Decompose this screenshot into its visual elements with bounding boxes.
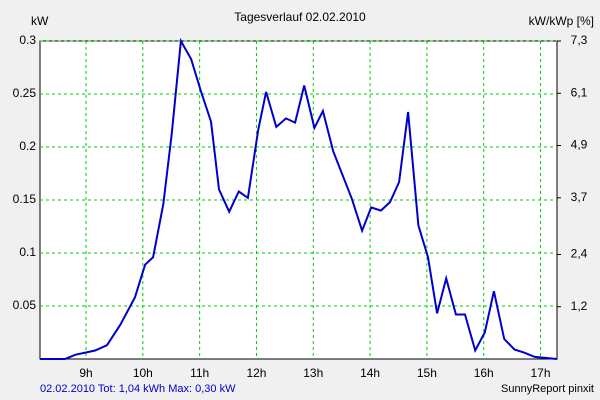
y2-tick-label: 3,7 [571, 190, 588, 204]
y-tick-label: 0.2 [19, 139, 36, 153]
y-tick-label: 0.25 [13, 86, 37, 100]
x-tick-label: 15h [417, 366, 437, 380]
x-tick-label: 16h [474, 366, 494, 380]
x-tick-label: 17h [531, 366, 551, 380]
x-tick-label: 14h [360, 366, 380, 380]
data-line [40, 37, 558, 360]
x-tick-label: 10h [133, 366, 153, 380]
y2-tick-label: 4,9 [571, 138, 588, 152]
y2-tick-label: 7,3 [571, 33, 588, 47]
footer-info: 02.02.2010 Tot: 1,04 kWh Max: 0,30 kW [40, 383, 236, 395]
y2-tick-label: 6,1 [571, 85, 588, 99]
y-tick-label: 0.05 [13, 298, 37, 312]
y2-tick-label: 2,4 [571, 247, 588, 261]
x-tick-label: 11h [190, 366, 209, 380]
x-tick-label: 9h [79, 366, 92, 380]
y-tick-label: 0.3 [19, 33, 36, 47]
y2-axis-label: kW/kWp [%] [529, 14, 594, 28]
x-tick-label: 13h [303, 366, 323, 380]
footer-credit: SunnyReport pinxit [501, 383, 594, 395]
chart-title: Tagesverlauf 02.02.2010 [234, 10, 366, 24]
y2-tick-label: 1,2 [571, 299, 588, 313]
y-tick-label: 0.1 [19, 245, 36, 259]
x-tick-label: 12h [246, 366, 266, 380]
y-axis-label: kW [31, 14, 49, 28]
y-tick-label: 0.15 [13, 192, 37, 206]
